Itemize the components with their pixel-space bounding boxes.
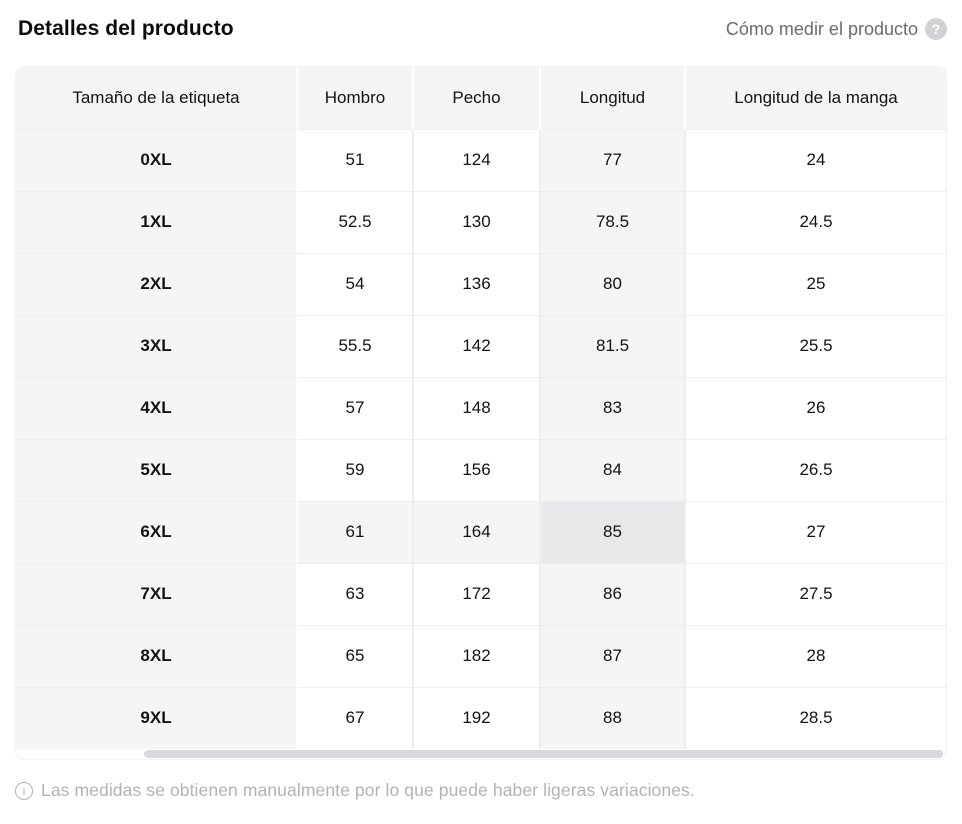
table-row: 2XL 54 136 80 25 (16, 252, 946, 315)
cell-sleeve: 28.5 (685, 686, 946, 749)
cell-sleeve: 26 (685, 376, 946, 439)
horizontal-scrollbar-thumb[interactable] (144, 750, 943, 758)
size-label: 7XL (16, 562, 298, 625)
cell-chest: 172 (413, 562, 541, 625)
cell-chest: 136 (413, 252, 541, 315)
info-icon: i (15, 781, 33, 800)
column-header-chest: Pecho (413, 67, 541, 129)
table-row: 0XL 51 124 77 24 (16, 128, 946, 191)
page-title: Detalles del producto (18, 17, 234, 40)
cell-chest: 192 (413, 686, 541, 749)
table-row-highlighted: 6XL 61 164 85 27 (16, 500, 946, 563)
column-header-length: Longitud (540, 67, 686, 129)
table-row: 1XL 52.5 130 78.5 24.5 (16, 190, 946, 253)
header-row: Tamaño de la etiqueta Hombro Pecho Longi… (16, 67, 946, 129)
disclaimer-text: Las medidas se obtienen manualmente por … (41, 780, 695, 800)
cell-chest: 130 (413, 190, 541, 253)
cell-shoulder: 54 (297, 252, 414, 315)
highlighted-cell-length: 85 (540, 500, 686, 563)
column-header-shoulder: Hombro (297, 67, 414, 129)
cell-sleeve: 24 (685, 128, 946, 191)
cell-length: 86 (540, 562, 686, 625)
how-to-measure-label: Cómo medir el producto (725, 18, 918, 39)
size-label: 2XL (16, 252, 298, 315)
cell-sleeve: 28 (685, 624, 946, 687)
cell-chest: 124 (413, 128, 541, 191)
size-chart-table: Tamaño de la etiqueta Hombro Pecho Longi… (16, 67, 946, 749)
cell-shoulder: 61 (297, 500, 414, 563)
cell-length: 83 (540, 376, 686, 439)
cell-chest: 142 (413, 314, 541, 377)
size-label: 4XL (16, 376, 298, 439)
table-row: 5XL 59 156 84 26.5 (16, 438, 946, 501)
table-row: 4XL 57 148 83 26 (16, 376, 946, 439)
size-label: 1XL (16, 190, 298, 253)
cell-shoulder: 63 (297, 562, 414, 625)
cell-length: 80 (540, 252, 686, 315)
cell-shoulder: 65 (297, 624, 414, 687)
question-mark-icon[interactable]: ? (925, 18, 947, 40)
cell-chest: 164 (413, 500, 541, 563)
horizontal-scrollbar-track[interactable] (16, 749, 946, 759)
table-row: 7XL 63 172 86 27.5 (16, 562, 946, 625)
size-label: 5XL (16, 438, 298, 501)
column-header-sleeve-length: Longitud de la manga (685, 67, 946, 129)
column-header-label-size: Tamaño de la etiqueta (16, 67, 298, 129)
size-label: 3XL (16, 314, 298, 377)
topbar: Detalles del producto Cómo medir el prod… (18, 14, 947, 44)
cell-chest: 182 (413, 624, 541, 687)
cell-shoulder: 55.5 (297, 314, 414, 377)
cell-chest: 148 (413, 376, 541, 439)
table-row: 3XL 55.5 142 81.5 25.5 (16, 314, 946, 377)
cell-length: 87 (540, 624, 686, 687)
cell-sleeve: 25.5 (685, 314, 946, 377)
table-row: 8XL 65 182 87 28 (16, 624, 946, 687)
cell-length: 78.5 (540, 190, 686, 253)
cell-shoulder: 67 (297, 686, 414, 749)
size-label: 8XL (16, 624, 298, 687)
cell-length: 81.5 (540, 314, 686, 377)
cell-sleeve: 25 (685, 252, 946, 315)
cell-sleeve: 24.5 (685, 190, 946, 253)
table-row: 9XL 67 192 88 28.5 (16, 686, 946, 749)
size-chart-card: Tamaño de la etiqueta Hombro Pecho Longi… (15, 66, 947, 760)
size-label: 9XL (16, 686, 298, 749)
size-label: 6XL (16, 500, 298, 563)
size-label: 0XL (16, 128, 298, 191)
cell-length: 77 (540, 128, 686, 191)
cell-shoulder: 51 (297, 128, 414, 191)
how-to-measure-link[interactable]: Cómo medir el producto ? (726, 18, 947, 40)
cell-sleeve: 26.5 (685, 438, 946, 501)
cell-sleeve: 27 (685, 500, 946, 563)
cell-sleeve: 27.5 (685, 562, 946, 625)
cell-length: 84 (540, 438, 686, 501)
measurement-disclaimer: i Las medidas se obtienen manualmente po… (15, 780, 947, 801)
cell-shoulder: 52.5 (297, 190, 414, 253)
cell-shoulder: 59 (297, 438, 414, 501)
cell-chest: 156 (413, 438, 541, 501)
cell-length: 88 (540, 686, 686, 749)
cell-shoulder: 57 (297, 376, 414, 439)
